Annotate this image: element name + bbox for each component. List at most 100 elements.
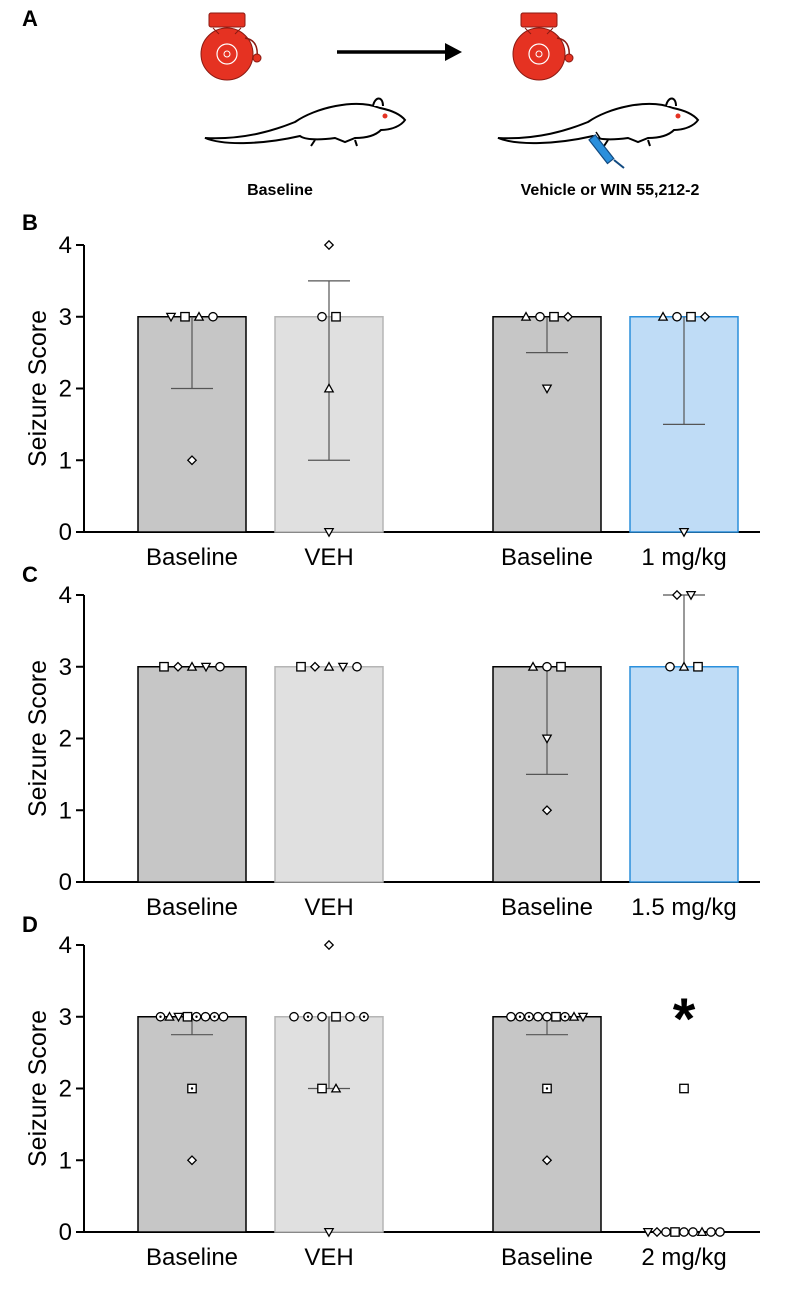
data-point (215, 661, 225, 672)
x-category-label: Baseline (146, 1244, 238, 1271)
data-point (542, 661, 552, 672)
data-point-dot (190, 1087, 194, 1090)
data-point (527, 661, 539, 671)
data-point (715, 1227, 725, 1237)
data-point (159, 661, 169, 672)
data-point (323, 1227, 335, 1238)
data-point-dot (518, 1015, 522, 1018)
data-point (661, 1227, 671, 1237)
data-point (671, 589, 683, 601)
data-point (200, 662, 212, 673)
panel-b-letter: B (22, 210, 38, 235)
y-tick-label: 2 (59, 726, 72, 753)
panel-a-letter: A (22, 6, 38, 31)
x-category-label: Baseline (146, 544, 238, 571)
data-point (323, 382, 335, 393)
data-point (323, 527, 335, 538)
y-axis-label: Seizure Score (24, 1010, 52, 1167)
data-point (352, 661, 362, 672)
treatment-caption: Vehicle or WIN 55,212-2 (520, 182, 700, 199)
x-category-label: Baseline (146, 894, 238, 921)
bar (137, 316, 247, 533)
data-point (165, 312, 177, 323)
y-tick-label: 2 (59, 1076, 72, 1103)
y-tick-label: 0 (59, 869, 72, 896)
data-point (186, 661, 198, 671)
bar (492, 1016, 602, 1233)
x-category-label: 2 mg/kg (641, 1244, 726, 1271)
data-point (672, 311, 682, 322)
y-tick-label: 4 (59, 932, 72, 959)
y-tick-label: 1 (59, 797, 72, 824)
y-tick-label: 0 (59, 1219, 72, 1246)
y-tick-label: 3 (59, 304, 72, 331)
data-point (218, 1011, 229, 1022)
arrow-icon (337, 43, 462, 61)
data-point (693, 661, 703, 672)
data-point (309, 661, 321, 672)
x-category-label: Baseline (501, 1244, 593, 1271)
data-point (520, 311, 532, 321)
data-point (330, 1082, 342, 1093)
data-point (296, 661, 306, 672)
data-point (685, 590, 697, 601)
data-point-dot (195, 1015, 198, 1018)
data-point (679, 1227, 689, 1237)
data-point (670, 1227, 680, 1237)
data-point (549, 311, 559, 322)
y-tick-label: 4 (59, 582, 72, 609)
data-point (551, 1011, 561, 1022)
data-point (331, 1011, 341, 1022)
x-category-label: VEH (304, 1244, 353, 1271)
data-point (556, 661, 566, 672)
data-point-dot (545, 1087, 549, 1090)
data-point-dot (213, 1015, 216, 1018)
data-point (696, 1226, 708, 1237)
data-point (331, 311, 341, 322)
bar (137, 1016, 247, 1233)
x-category-label: VEH (304, 544, 353, 571)
data-point (323, 239, 335, 251)
x-category-label: Baseline (501, 894, 593, 921)
data-point-dot (159, 1015, 162, 1018)
panel-c-letter: C (22, 562, 38, 587)
y-tick-label: 4 (59, 232, 72, 259)
data-point (172, 661, 184, 672)
data-point (317, 1011, 327, 1022)
data-point (164, 1011, 175, 1021)
data-point-dot (306, 1015, 310, 1018)
data-point (699, 311, 711, 322)
panel-d-letter: D (22, 912, 38, 937)
data-point (541, 805, 553, 816)
data-point (337, 662, 349, 673)
data-point (345, 1011, 355, 1022)
significance-marker: * (673, 987, 696, 1052)
x-category-label: VEH (304, 894, 353, 921)
experiment-schematic (200, 12, 699, 169)
y-axis-label: Seizure Score (24, 310, 52, 467)
data-point (289, 1011, 299, 1022)
data-point (678, 527, 690, 538)
y-tick-label: 3 (59, 654, 72, 681)
y-tick-label: 1 (59, 447, 72, 474)
data-point-dot (362, 1015, 366, 1018)
data-point (182, 1011, 193, 1022)
data-point (686, 311, 696, 322)
syringe-icon (588, 131, 625, 169)
data-point (542, 1011, 552, 1022)
data-point (317, 1083, 327, 1094)
data-point (651, 1226, 663, 1238)
data-point (535, 311, 545, 322)
data-point (200, 1011, 211, 1022)
data-point (688, 1227, 698, 1237)
y-axis-label: Seizure Score (24, 660, 52, 817)
y-tick-label: 3 (59, 1004, 72, 1031)
data-point (577, 1012, 589, 1023)
data-point-dot (527, 1015, 531, 1018)
data-point (208, 311, 218, 322)
data-point (568, 1011, 580, 1021)
data-point (541, 384, 553, 395)
